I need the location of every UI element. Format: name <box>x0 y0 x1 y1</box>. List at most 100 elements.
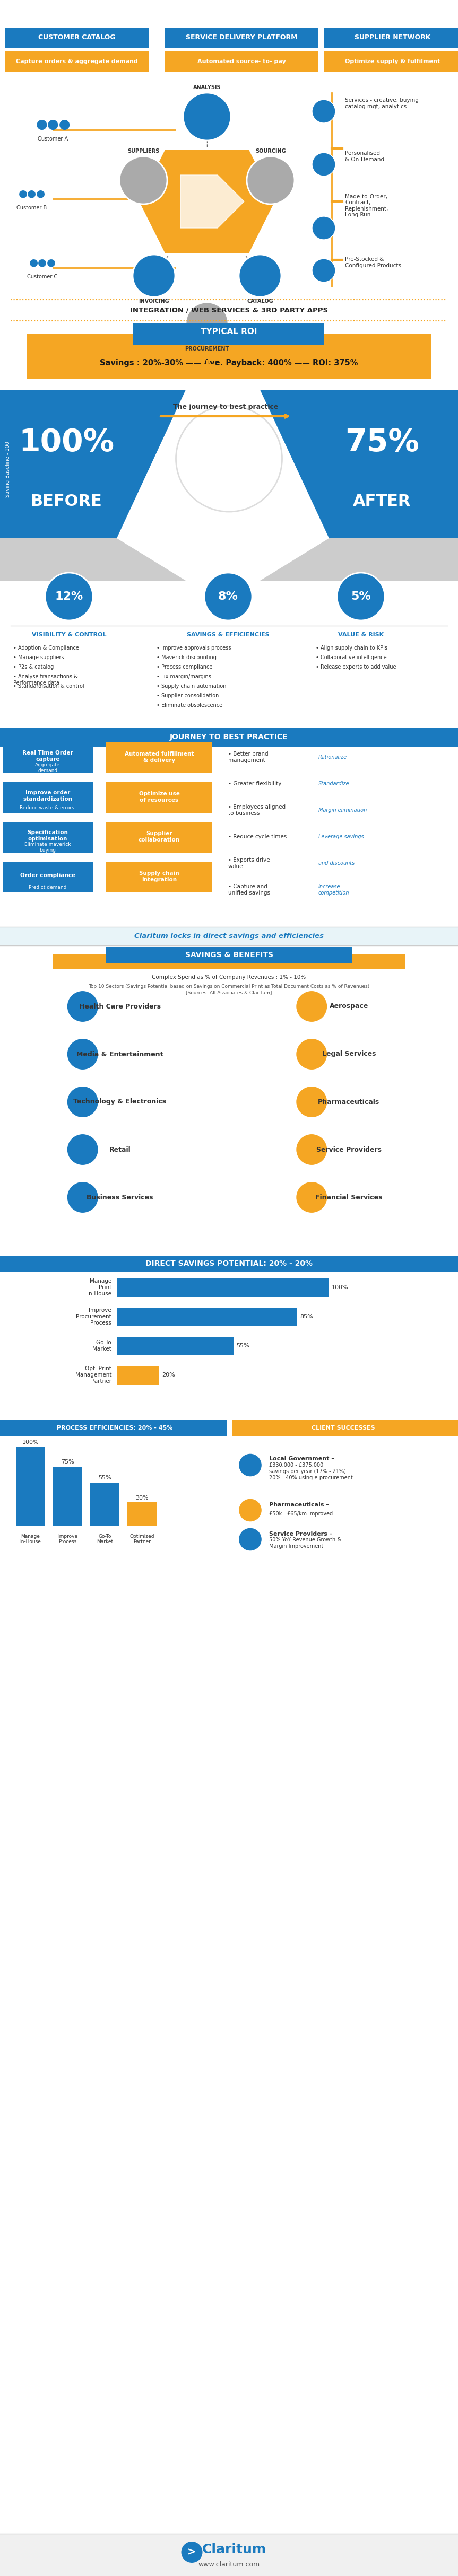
Circle shape <box>296 1133 327 1164</box>
Text: Predict demand: Predict demand <box>29 884 67 889</box>
Text: 85%: 85% <box>300 1314 313 1319</box>
Text: Pharmaceuticals –: Pharmaceuticals – <box>269 1502 329 1507</box>
Text: PROCESS EFFICIENCIES: 20% - 45%: PROCESS EFFICIENCIES: 20% - 45% <box>56 1425 173 1430</box>
Text: Claritum: Claritum <box>202 2543 267 2555</box>
Text: Go To
Market: Go To Market <box>93 1340 111 1352</box>
Bar <box>117 1309 297 1327</box>
Bar <box>27 335 431 379</box>
Circle shape <box>183 93 231 142</box>
Text: Business Services: Business Services <box>87 1193 153 1200</box>
Text: • Collaborative intelligence: • Collaborative intelligence <box>316 654 387 659</box>
Text: Supply chain
integration: Supply chain integration <box>139 871 179 881</box>
Text: Optimize use
of resources: Optimize use of resources <box>139 791 180 804</box>
Text: Manage
In-House: Manage In-House <box>20 1535 41 1546</box>
Text: Manage
Print
In-House: Manage Print In-House <box>87 1278 111 1296</box>
Circle shape <box>204 572 252 621</box>
Text: Technology & Electronics: Technology & Electronics <box>73 1097 166 1105</box>
Circle shape <box>312 216 335 240</box>
Bar <box>3 742 93 773</box>
Text: • Analyse transactions &
Performance data: • Analyse transactions & Performance dat… <box>13 675 78 685</box>
Text: ANALYSIS: ANALYSIS <box>193 85 221 90</box>
Bar <box>0 729 458 747</box>
Text: +: + <box>200 358 214 374</box>
Text: The journey to best practice: The journey to best practice <box>173 404 278 410</box>
Text: Financial Services: Financial Services <box>315 1193 382 1200</box>
Bar <box>164 52 318 72</box>
Circle shape <box>239 1499 262 1522</box>
Circle shape <box>296 1182 327 1213</box>
Bar <box>53 956 405 969</box>
Text: 30%: 30% <box>136 1494 148 1502</box>
Bar <box>106 783 212 814</box>
Text: SERVICE DELIVERY PLATFORM: SERVICE DELIVERY PLATFORM <box>185 33 297 41</box>
Text: • Fix margin/margins: • Fix margin/margins <box>157 675 211 680</box>
Text: Complex Spend as % of Company Revenues : 1% - 10%: Complex Spend as % of Company Revenues :… <box>152 974 306 979</box>
Text: AFTER: AFTER <box>353 495 411 510</box>
Text: • Capture and
unified savings: • Capture and unified savings <box>228 884 270 896</box>
Text: Pre-Stocked &
Configured Products: Pre-Stocked & Configured Products <box>345 258 401 268</box>
Text: £50k - £65/km improved: £50k - £65/km improved <box>269 1512 333 1517</box>
Text: 100%: 100% <box>22 1440 39 1445</box>
Text: • Standardisation & control: • Standardisation & control <box>13 683 84 688</box>
Bar <box>3 860 93 891</box>
Text: • Maverick discounting: • Maverick discounting <box>157 654 217 659</box>
Text: • P2s & catalog: • P2s & catalog <box>13 665 54 670</box>
Text: Margin elimination: Margin elimination <box>318 809 367 814</box>
Text: • Release experts to add value: • Release experts to add value <box>316 665 396 670</box>
Text: Supplier
collaboration: Supplier collaboration <box>138 832 180 842</box>
Polygon shape <box>260 389 458 538</box>
Text: Real Time Order
capture: Real Time Order capture <box>22 750 73 762</box>
Text: Order compliance: Order compliance <box>20 873 76 878</box>
Text: Increase
competition: Increase competition <box>318 884 349 896</box>
Text: DIRECT SAVINGS POTENTIAL: 20% - 20%: DIRECT SAVINGS POTENTIAL: 20% - 20% <box>145 1260 313 1267</box>
Text: JOURNEY TO BEST PRACTICE: JOURNEY TO BEST PRACTICE <box>170 734 288 742</box>
Text: 75%: 75% <box>61 1461 74 1466</box>
Circle shape <box>67 992 98 1023</box>
Bar <box>90 1481 120 1525</box>
Circle shape <box>239 1453 262 1476</box>
Text: 12%: 12% <box>55 592 83 603</box>
Text: Automated source- to- pay: Automated source- to- pay <box>197 59 286 64</box>
Bar <box>0 2535 458 2576</box>
Text: £330,000 - £375,000
savings per year (17% - 21%)
20% - 40% using e-procurement: £330,000 - £375,000 savings per year (17… <box>269 1463 353 1481</box>
Text: Media & Entertainment: Media & Entertainment <box>76 1051 163 1059</box>
Bar <box>5 28 148 49</box>
Text: Improve
Process: Improve Process <box>58 1535 77 1546</box>
Text: • Better brand
management: • Better brand management <box>228 752 268 762</box>
Bar <box>106 860 212 891</box>
Text: Health Care Providers: Health Care Providers <box>79 1002 161 1010</box>
Circle shape <box>67 1133 98 1164</box>
Text: • Exports drive
value: • Exports drive value <box>228 858 270 868</box>
Circle shape <box>120 157 167 204</box>
Text: PROCUREMENT: PROCUREMENT <box>185 345 229 350</box>
Circle shape <box>45 572 93 621</box>
Text: Top 10 Sectors (Savings Potential based on Savings on Commercial Print as Total : Top 10 Sectors (Savings Potential based … <box>88 984 370 994</box>
Text: Local Government –: Local Government – <box>269 1455 334 1461</box>
Text: • Greater flexibility: • Greater flexibility <box>228 781 282 786</box>
Bar <box>5 52 148 72</box>
Text: Rationalize: Rationalize <box>318 755 347 760</box>
Text: Service Providers: Service Providers <box>316 1146 382 1154</box>
Text: Made-to-Order,
Contract,
Replenishment,
Long Run: Made-to-Order, Contract, Replenishment, … <box>345 193 388 216</box>
Text: Customer C: Customer C <box>27 273 58 278</box>
Text: • Improve approvals process: • Improve approvals process <box>157 647 231 652</box>
Text: • Align supply chain to KPIs: • Align supply chain to KPIs <box>316 647 387 652</box>
Circle shape <box>133 255 175 296</box>
Bar <box>324 52 458 72</box>
Text: CUSTOMER CATALOG: CUSTOMER CATALOG <box>38 33 115 41</box>
Bar <box>53 1466 82 1525</box>
Text: 5%: 5% <box>351 592 371 603</box>
Text: Saving Baseline - 100: Saving Baseline - 100 <box>5 440 11 497</box>
Bar <box>106 822 212 853</box>
Circle shape <box>296 992 327 1023</box>
Text: Aggregate
demand: Aggregate demand <box>35 762 60 773</box>
Polygon shape <box>0 389 186 538</box>
Bar <box>3 783 93 814</box>
Text: ●●●: ●●● <box>29 258 56 268</box>
Text: 100%: 100% <box>332 1285 349 1291</box>
Text: Aerospace: Aerospace <box>329 1002 368 1010</box>
Text: • Manage suppliers: • Manage suppliers <box>13 654 64 659</box>
Text: Capture orders & aggregate demand: Capture orders & aggregate demand <box>16 59 138 64</box>
Polygon shape <box>260 538 458 580</box>
Text: Retail: Retail <box>109 1146 131 1154</box>
